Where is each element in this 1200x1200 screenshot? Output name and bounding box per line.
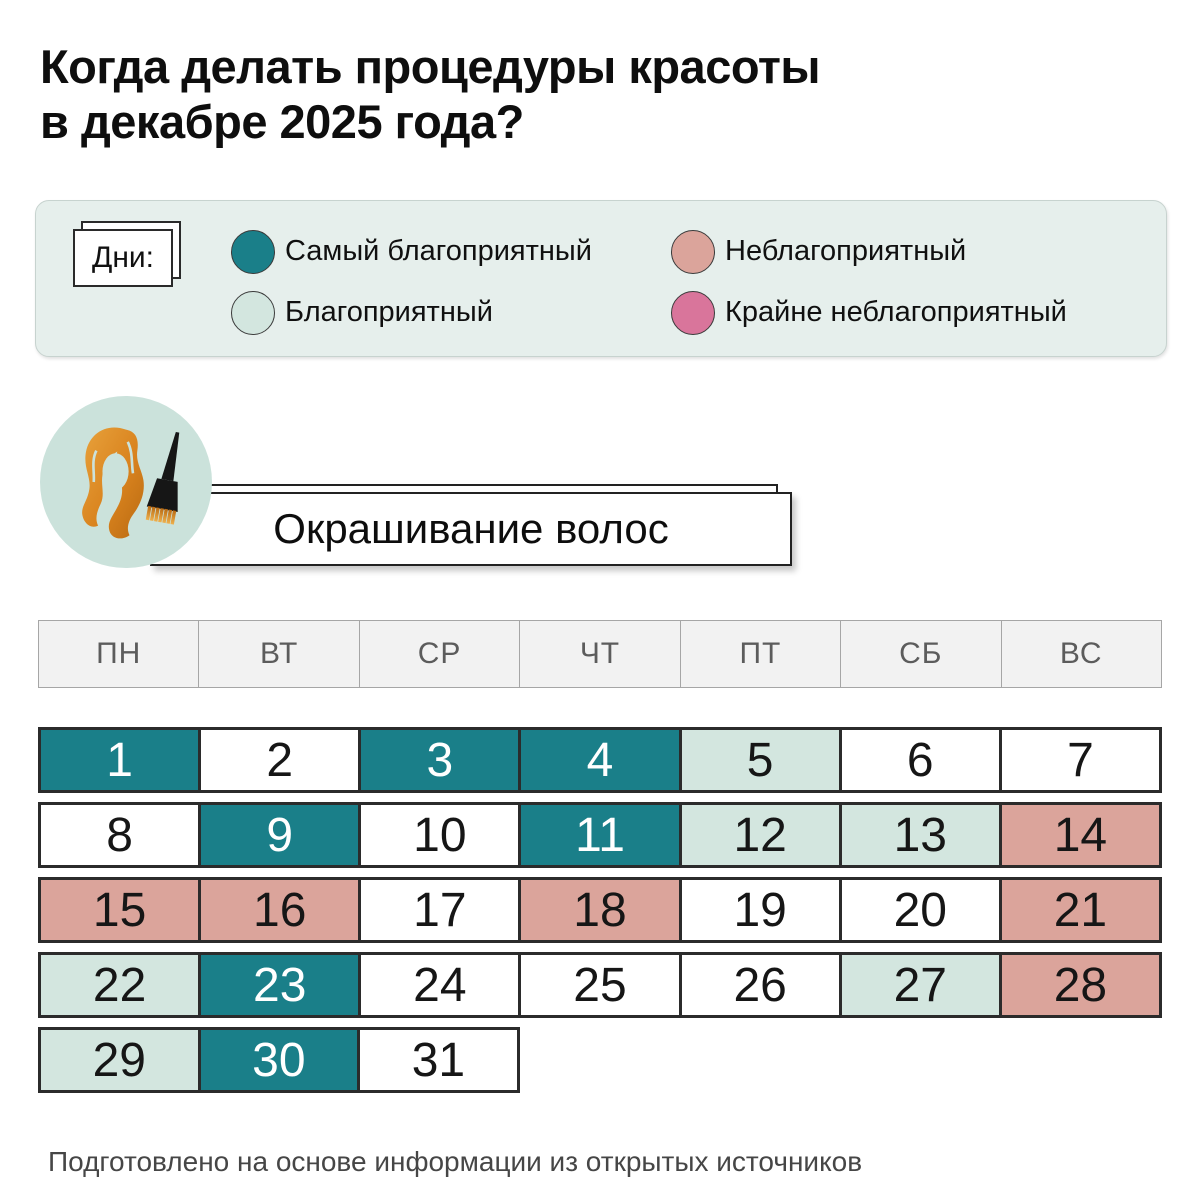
calendar-weekday-row: ПН ВТ СР ЧТ ПТ СБ ВС <box>38 620 1162 688</box>
calendar-day-20: 20 <box>838 880 999 940</box>
weekday-header-СБ: СБ <box>840 621 1000 687</box>
calendar-day-7: 7 <box>998 730 1159 790</box>
weekday-header-ЧТ: ЧТ <box>519 621 679 687</box>
calendar-rows: 1 2 3 4 5 6 7 8 9 10 11 12 13 14 15 16 17 18 19 20 21 22 23 24 2… <box>38 727 1162 1102</box>
weekday-header-ВС: ВС <box>1000 621 1161 687</box>
calendar-day-24: 24 <box>358 955 519 1015</box>
worst-day-color-dot <box>671 290 715 335</box>
legend-item-worst: Крайне неблагоприятный <box>671 290 1067 335</box>
calendar-day-25: 25 <box>518 955 679 1015</box>
calendar-day-28: 28 <box>998 955 1159 1015</box>
calendar-day-21: 21 <box>998 880 1159 940</box>
section-icon-circle <box>40 396 212 568</box>
calendar-day-9: 9 <box>198 805 359 865</box>
calendar-day-10: 10 <box>358 805 519 865</box>
weekday-header-ВТ: ВТ <box>198 621 358 687</box>
calendar-day-2: 2 <box>198 730 359 790</box>
page-title: Когда делать процедуры красоты в декабре… <box>40 40 1060 150</box>
legend-item-label: Благоприятный <box>285 296 493 328</box>
footer-source-note: Подготовлено на основе информации из отк… <box>48 1146 863 1177</box>
calendar-day-17: 17 <box>358 880 519 940</box>
calendar-week-row: 15 16 17 18 19 20 21 <box>38 877 1162 943</box>
weekday-header-ПН: ПН <box>96 637 142 670</box>
legend-item-label: Крайне неблагоприятный <box>725 296 1067 328</box>
calendar-day-3: 3 <box>358 730 519 790</box>
calendar-day-19: 19 <box>678 880 839 940</box>
bad-day-color-dot <box>671 229 715 274</box>
calendar-day-26: 26 <box>678 955 839 1015</box>
legend-item-label: Самый благоприятный <box>285 235 592 267</box>
calendar-day-11: 11 <box>518 805 679 865</box>
section-title-box: Окрашивание волос <box>150 484 792 566</box>
calendar-day-13: 13 <box>838 805 999 865</box>
section-title: Окрашивание волос <box>150 492 792 566</box>
best-day-color-dot <box>231 229 275 274</box>
legend-items: Самый благоприятный Благоприятный Неблагоп… <box>231 227 1067 337</box>
calendar-day-8: 8 <box>41 805 199 865</box>
calendar-day-6: 6 <box>838 730 999 790</box>
legend-item-good: Благоприятный <box>231 290 671 335</box>
calendar-day-5: 5 <box>678 730 839 790</box>
calendar-day-12: 12 <box>678 805 839 865</box>
legend-item-best: Самый благоприятный <box>231 229 671 274</box>
calendar-day-30: 30 <box>197 1030 358 1090</box>
hair-coloring-icon <box>82 427 180 539</box>
calendar-day-31: 31 <box>357 1030 517 1090</box>
legend-item-bad: Неблагоприятный <box>671 229 1067 274</box>
calendar-day-15: 15 <box>41 880 199 940</box>
weekday-header-СР: СР <box>358 621 519 687</box>
calendar-week-row: 29 30 31 <box>38 1027 520 1093</box>
calendar-day-22: 22 <box>41 955 199 1015</box>
weekday-header-ПТ: ПТ <box>679 621 840 687</box>
calendar-day-18: 18 <box>518 880 679 940</box>
calendar-week-row: 22 23 24 25 26 27 28 <box>38 952 1162 1018</box>
calendar-day-4: 4 <box>518 730 679 790</box>
calendar-day-14: 14 <box>998 805 1159 865</box>
good-day-color-dot <box>231 290 275 335</box>
page-title-line2: в декабре 2025 года? <box>40 94 524 148</box>
calendar-day-23: 23 <box>198 955 359 1015</box>
calendar-week-row: 8 9 10 11 12 13 14 <box>38 802 1162 868</box>
legend-days-label-box: Дни: <box>73 221 181 287</box>
page-title-line1: Когда делать процедуры красоты <box>40 40 821 93</box>
legend-panel: Дни: Самый благоприятный Благоприятный Неб… <box>35 200 1167 357</box>
calendar-day-1: 1 <box>41 730 199 790</box>
calendar-day-27: 27 <box>838 955 999 1015</box>
legend-item-label: Неблагоприятный <box>725 235 967 267</box>
calendar-day-16: 16 <box>198 880 359 940</box>
legend-days-label: Дни: <box>73 229 173 287</box>
calendar-day-29: 29 <box>41 1030 198 1090</box>
